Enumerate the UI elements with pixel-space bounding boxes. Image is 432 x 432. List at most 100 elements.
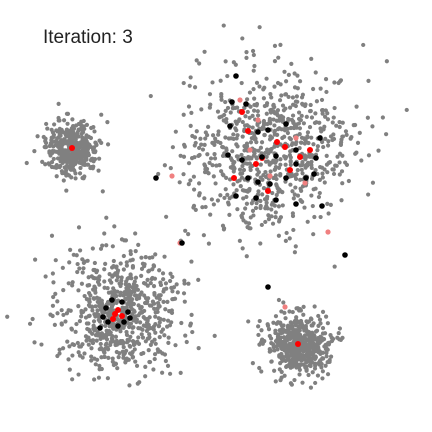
data-point	[197, 61, 202, 66]
data-point	[312, 304, 317, 309]
data-point	[301, 121, 306, 126]
data-point	[276, 233, 281, 238]
data-point	[243, 114, 248, 119]
data-point	[121, 355, 126, 360]
data-point	[308, 102, 313, 108]
highlighted-point	[255, 179, 261, 185]
highlighted-point	[273, 153, 279, 159]
data-point	[264, 200, 269, 205]
highlighted-point	[121, 319, 127, 325]
data-point	[86, 342, 91, 347]
highlighted-point	[313, 155, 319, 161]
data-point	[324, 89, 329, 95]
data-point	[288, 320, 293, 325]
data-point	[277, 98, 283, 103]
data-point	[129, 352, 134, 357]
data-point	[295, 86, 300, 91]
data-point	[79, 281, 85, 286]
data-point	[265, 322, 270, 327]
data-point	[152, 306, 157, 311]
data-point	[272, 128, 277, 133]
data-point	[213, 181, 218, 186]
data-point	[302, 103, 308, 109]
data-point	[50, 150, 55, 155]
data-point	[53, 291, 58, 296]
data-point	[235, 154, 240, 159]
highlighted-point	[239, 157, 245, 163]
centroid-marker	[274, 139, 280, 145]
data-point	[292, 331, 297, 337]
data-point	[283, 238, 288, 243]
data-point	[285, 126, 290, 131]
data-point	[142, 308, 147, 314]
data-point	[283, 358, 288, 364]
data-point	[70, 280, 75, 285]
data-point	[64, 164, 70, 170]
data-point	[209, 197, 214, 202]
data-point	[200, 205, 205, 210]
data-point	[234, 188, 239, 193]
data-point	[353, 151, 358, 156]
data-point	[97, 282, 102, 287]
data-point	[320, 175, 325, 180]
data-point	[278, 360, 283, 366]
data-point	[237, 238, 242, 243]
highlighted-point	[273, 197, 279, 203]
data-point	[355, 140, 361, 145]
data-point	[174, 282, 179, 287]
highlighted-point	[293, 161, 299, 167]
data-point	[95, 276, 100, 281]
data-point	[361, 42, 366, 48]
data-point	[153, 310, 158, 315]
data-point	[308, 385, 314, 390]
data-point	[63, 319, 68, 324]
data-point	[124, 357, 130, 363]
data-point	[309, 193, 314, 198]
data-point	[304, 114, 309, 119]
highlighted-point	[105, 319, 111, 325]
data-point	[197, 181, 202, 186]
data-point	[258, 175, 263, 180]
data-point	[257, 84, 262, 89]
highlighted-point	[153, 175, 159, 181]
data-point	[131, 339, 137, 345]
centroid-marker	[245, 128, 251, 134]
data-point	[252, 102, 257, 108]
data-point	[153, 341, 158, 346]
data-point	[289, 142, 294, 147]
data-point	[97, 363, 102, 368]
data-point	[163, 281, 169, 286]
data-point	[93, 149, 98, 154]
data-point	[197, 145, 202, 151]
data-point	[263, 219, 268, 225]
data-point	[297, 132, 302, 137]
data-point	[338, 142, 343, 147]
data-point	[299, 199, 304, 204]
data-point	[273, 379, 278, 384]
data-point	[259, 339, 264, 344]
data-point	[316, 313, 321, 319]
data-point	[196, 153, 201, 158]
data-point	[365, 115, 370, 120]
data-point	[183, 333, 188, 338]
data-point	[284, 343, 290, 348]
data-point	[320, 369, 325, 374]
data-point	[290, 95, 295, 100]
data-point	[206, 241, 212, 246]
data-point	[284, 230, 289, 236]
data-point	[69, 327, 75, 332]
data-point	[160, 370, 165, 375]
highlighted-point	[293, 201, 299, 207]
data-point	[96, 168, 101, 173]
data-point	[324, 314, 329, 319]
data-point	[89, 125, 94, 131]
data-point	[234, 136, 239, 141]
data-point	[302, 141, 307, 146]
data-point	[304, 367, 309, 372]
data-point	[67, 344, 72, 349]
data-point	[155, 306, 160, 311]
data-point	[165, 363, 171, 368]
data-point	[225, 73, 230, 79]
data-point	[92, 284, 97, 289]
data-point	[161, 317, 166, 322]
